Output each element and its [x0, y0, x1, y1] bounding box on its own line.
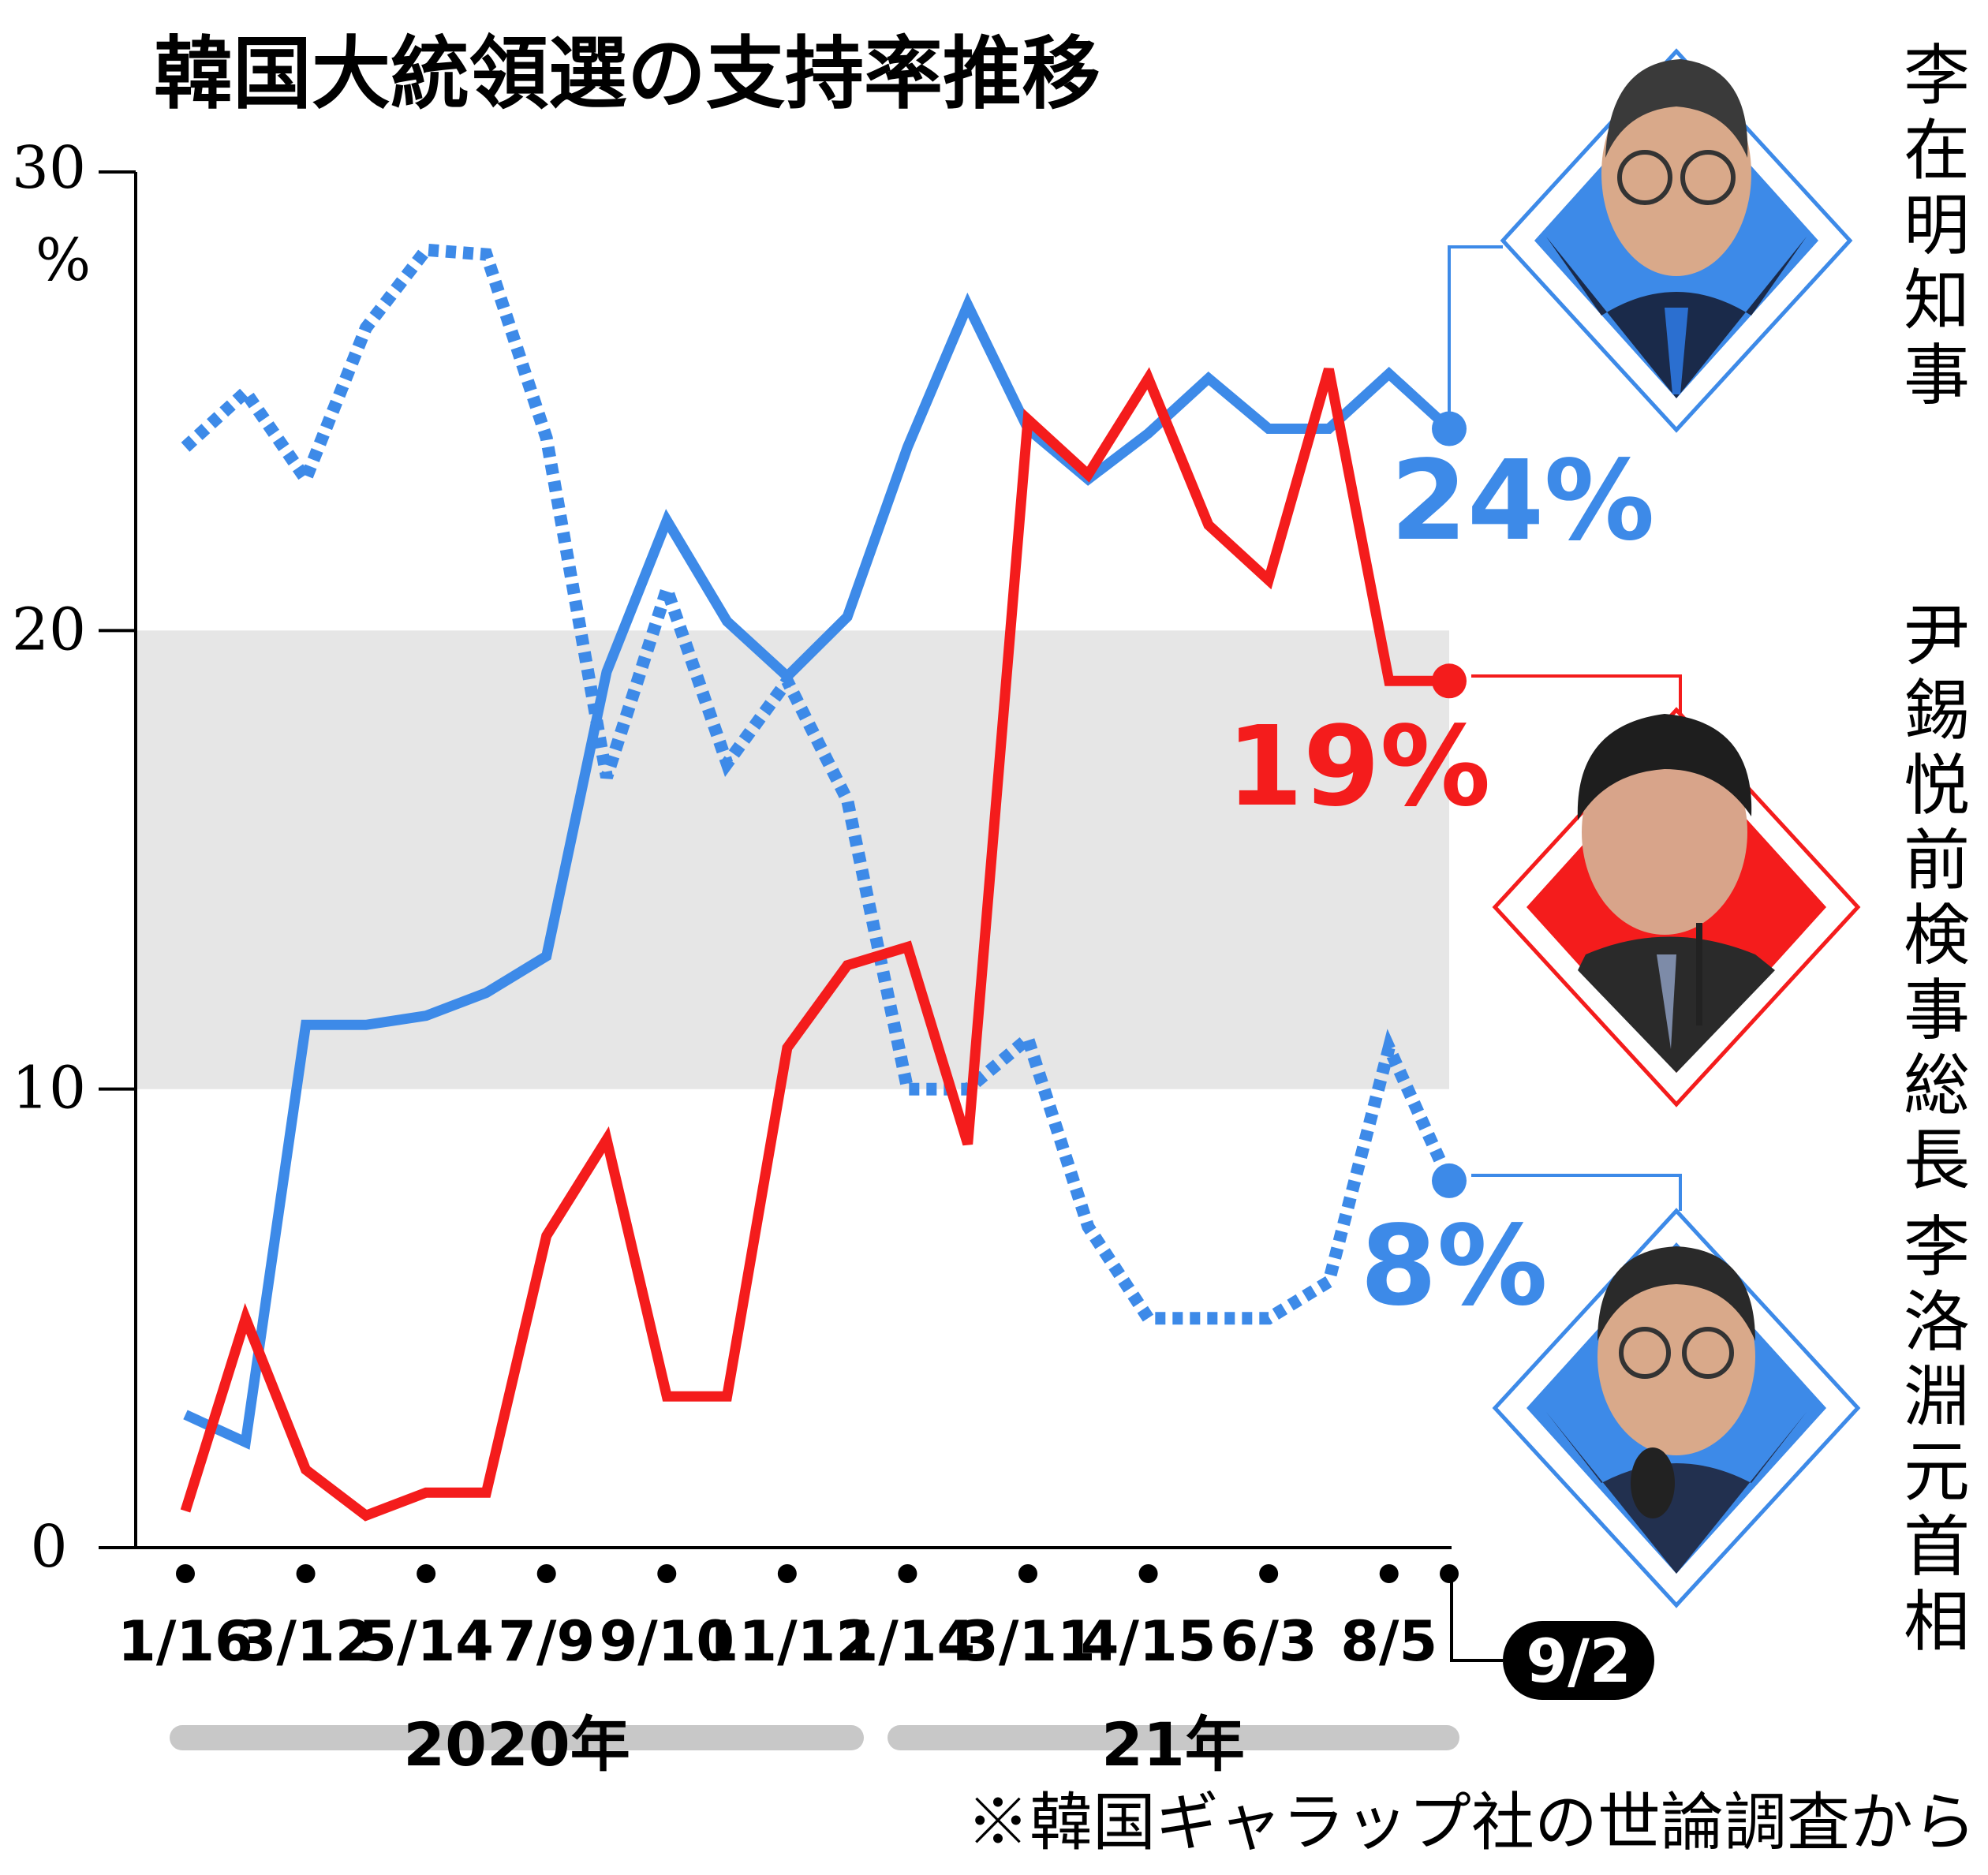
x-tick-dot	[176, 1564, 195, 1583]
x-tick-label: 6/3	[1220, 1609, 1317, 1674]
x-tick-dot	[657, 1564, 677, 1583]
end-marker-1	[1432, 663, 1467, 699]
year-bar-2020	[170, 1725, 864, 1750]
x-tick-dot	[1259, 1564, 1279, 1583]
x-tick-label: 11/12	[701, 1609, 874, 1674]
y-tick-label: 0	[30, 1513, 67, 1581]
x-tick-dot	[1440, 1564, 1459, 1583]
x-tick-dot	[296, 1564, 316, 1583]
series-name-lee-nak-yon: 李洛淵元首相	[1904, 1208, 1970, 1660]
series-name-lee-jae-myung: 李在明知事	[1904, 37, 1970, 414]
portrait-lee-nak-yon	[1492, 1208, 1861, 1608]
connector-lee-nak-yon	[1471, 1174, 1682, 1211]
x-tick-label: 9/10	[599, 1609, 734, 1674]
series-line-1	[180, 367, 1449, 1522]
year-bar-21	[888, 1725, 1459, 1750]
end-marker-2	[1432, 1163, 1467, 1198]
latest-date-badge	[1503, 1621, 1654, 1700]
year-label-2020: 2020年	[403, 1709, 630, 1780]
x-tick-dot	[1138, 1564, 1158, 1583]
series-line-2	[181, 243, 1456, 1325]
x-tick-dot	[777, 1564, 797, 1583]
x-tick-label: 5/14	[358, 1609, 494, 1674]
portrait-lee-jae-myung	[1500, 48, 1853, 433]
highlight-band	[136, 630, 1449, 1089]
x-tick-dot	[536, 1564, 556, 1583]
x-tick-label: 1/16	[118, 1609, 253, 1674]
y-unit-label: %	[36, 226, 91, 294]
latest-date-connector	[1450, 1574, 1503, 1662]
x-tick-dot	[898, 1564, 917, 1583]
end-label-lee-nak-yon: 8%	[1360, 1202, 1548, 1331]
series-line-0	[183, 292, 1453, 1450]
x-tick-dot	[1379, 1564, 1399, 1583]
x-tick-label: 7/9	[498, 1609, 595, 1674]
year-label-21: 21年	[1101, 1709, 1245, 1780]
y-tick-label: 10	[12, 1055, 86, 1122]
series-name-yoon-suk-yeol: 尹錫悦前検事総長	[1904, 597, 1970, 1199]
y-tick-label: 20	[12, 596, 86, 663]
end-label-lee-jae-myung: 24%	[1390, 437, 1654, 566]
x-tick-label: 8/5	[1340, 1609, 1437, 1674]
y-ticks: 30 20 10 0	[12, 134, 136, 1581]
portrait-yoon-suk-yeol	[1492, 707, 1861, 1107]
x-tick-label: 3/12	[238, 1609, 374, 1674]
x-tick-label: 4/15	[1081, 1609, 1216, 1674]
series-lines	[180, 243, 1456, 1522]
connector-lee-jae-myung	[1448, 245, 1503, 430]
x-tick-label: 1/14	[840, 1609, 976, 1674]
footnote: ※韓国ギャラップ社の世論調査から	[966, 1786, 1976, 1859]
end-label-yoon-suk-yeol: 19%	[1226, 703, 1490, 831]
latest-date-label: 9/2	[1526, 1626, 1631, 1696]
x-tick-dot	[417, 1564, 436, 1583]
chart-title: 韓国大統領選の支持率推移	[154, 28, 1100, 120]
x-tick-label: 3/11	[960, 1609, 1096, 1674]
y-tick-label: 30	[12, 134, 86, 202]
x-tick-dot	[1018, 1564, 1037, 1583]
connector-yoon-suk-yeol	[1471, 674, 1682, 718]
